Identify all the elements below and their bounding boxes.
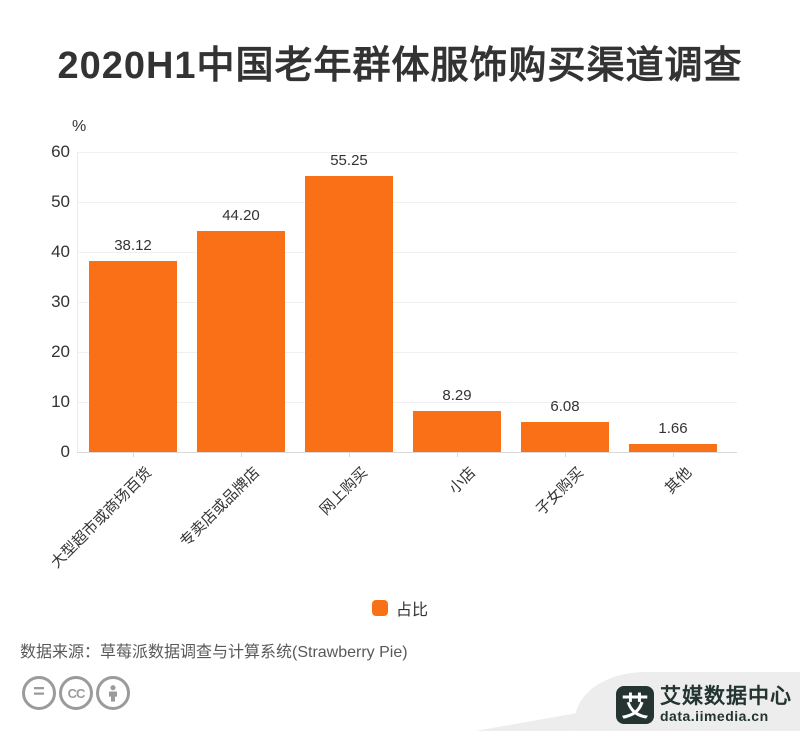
license-icons: = CC — [22, 676, 130, 710]
x-axis-label-2: 专卖店或品牌店 — [176, 464, 264, 551]
x-axis-label-5: 子女购买 — [532, 464, 588, 519]
x-axis-tick-1 — [133, 452, 134, 457]
equals-icon: = — [22, 676, 56, 710]
gridline-10 — [77, 402, 737, 403]
bar-value-label-2: 44.20 — [222, 207, 260, 224]
x-axis-tick-4 — [457, 452, 458, 457]
brand-background-shape — [575, 672, 800, 731]
bar-1 — [89, 261, 177, 452]
bar-value-label-3: 55.25 — [330, 152, 368, 169]
gridline-60 — [77, 152, 737, 153]
y-axis-label-50: 50 — [51, 192, 70, 211]
legend-swatch — [371, 600, 388, 616]
plot-area: 38.12 44.20 55.25 8.29 6.08 1.66 — [77, 152, 737, 457]
x-axis-tick-5 — [565, 452, 566, 457]
brand-watermark: 艾 艾媒数据中心 data.iimedia.cn — [469, 655, 800, 731]
bar-6 — [629, 444, 717, 452]
y-axis-label-20: 20 — [51, 342, 70, 361]
bar-2 — [197, 231, 285, 452]
gridline-20 — [77, 352, 737, 353]
bar-value-label-6: 1.66 — [658, 420, 688, 437]
gridline-40 — [77, 252, 737, 253]
chart-title: 2020H1中国老年群体服饰购买渠道调查 — [57, 45, 743, 87]
bar-value-label-1: 38.12 — [114, 237, 152, 254]
y-axis-label-60: 60 — [51, 142, 70, 161]
brand-name: 艾媒数据中心 — [660, 684, 792, 708]
x-axis-tick-2 — [241, 452, 242, 457]
bar-4 — [413, 411, 501, 452]
gridline-50 — [77, 202, 737, 203]
iimedia-logo-icon: 艾 — [616, 685, 654, 724]
x-axis-label-1: 大型超市或商场百货 — [47, 464, 156, 572]
legend-label: 占比 — [395, 602, 428, 619]
x-axis-tick-6 — [673, 452, 674, 457]
y-axis-label-40: 40 — [51, 242, 70, 261]
bar-value-label-5: 6.08 — [550, 398, 580, 415]
creative-commons-icon: CC — [59, 676, 93, 710]
brand-text: 艾媒数据中心 data.iimedia.cn — [660, 684, 792, 724]
x-axis-label-3: 网上购买 — [316, 464, 372, 519]
x-axis-label-6: 其他 — [661, 464, 696, 498]
iimedia-logo: 艾 艾媒数据中心 data.iimedia.cn — [616, 684, 792, 724]
y-axis-label-10: 10 — [51, 392, 70, 411]
bar-5 — [521, 422, 609, 452]
x-axis-label-4: 小店 — [445, 464, 480, 498]
brand-url: data.iimedia.cn — [660, 708, 769, 724]
person-glyph — [109, 685, 117, 702]
x-axis-line — [77, 452, 737, 453]
attribution-person-icon — [96, 676, 130, 710]
y-axis-label-30: 30 — [51, 292, 70, 311]
y-axis-unit-label: % — [72, 118, 87, 135]
y-axis-label-0: 0 — [60, 442, 70, 461]
bar-value-label-4: 8.29 — [442, 387, 472, 404]
bar-3 — [305, 176, 393, 452]
x-axis-tick-3 — [349, 452, 350, 457]
gridline-30 — [77, 302, 737, 303]
source-text: 数据来源：草莓派数据调查与计算系统(Strawberry Pie) — [20, 644, 408, 661]
legend[interactable]: 占比 — [0, 596, 800, 620]
